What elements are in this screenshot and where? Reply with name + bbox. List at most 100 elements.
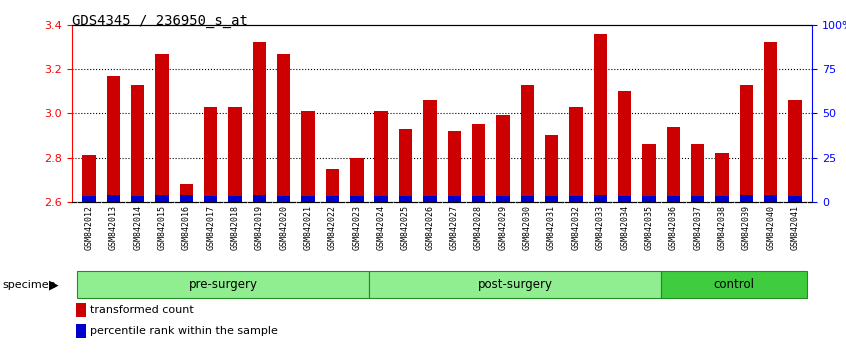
Text: GSM842037: GSM842037 — [693, 205, 702, 250]
Bar — [788, 100, 802, 202]
Bar — [472, 196, 486, 202]
Bar — [375, 196, 387, 202]
Text: ▶: ▶ — [49, 279, 58, 291]
Bar — [618, 196, 631, 202]
Bar — [520, 85, 534, 202]
Text: GSM842025: GSM842025 — [401, 205, 410, 250]
Bar — [253, 195, 266, 202]
Bar — [594, 195, 607, 202]
Bar — [179, 195, 193, 202]
Text: GSM842026: GSM842026 — [426, 205, 434, 250]
Text: percentile rank within the sample: percentile rank within the sample — [90, 326, 277, 336]
Bar — [423, 196, 437, 202]
Bar — [228, 107, 242, 202]
Text: GSM842038: GSM842038 — [717, 205, 727, 250]
Text: GSM842028: GSM842028 — [474, 205, 483, 250]
Bar — [497, 196, 509, 202]
Bar — [497, 115, 509, 202]
Bar — [156, 195, 168, 202]
Text: control: control — [714, 278, 755, 291]
Text: GSM842024: GSM842024 — [376, 205, 386, 250]
Bar — [739, 85, 753, 202]
Bar — [277, 196, 290, 202]
Text: specimen: specimen — [3, 280, 57, 290]
Text: GSM842013: GSM842013 — [109, 205, 118, 250]
Text: GSM842014: GSM842014 — [133, 205, 142, 250]
Text: transformed count: transformed count — [90, 305, 194, 315]
Bar — [131, 85, 145, 202]
Bar — [594, 34, 607, 202]
Text: GSM842033: GSM842033 — [596, 205, 605, 250]
Bar — [764, 42, 777, 202]
Bar — [667, 196, 680, 202]
Bar — [618, 91, 631, 202]
Bar — [545, 196, 558, 202]
Text: post-surgery: post-surgery — [478, 278, 552, 291]
Bar — [326, 169, 339, 202]
Text: GSM842020: GSM842020 — [279, 205, 288, 250]
Bar — [642, 196, 656, 202]
Bar — [739, 195, 753, 202]
Text: GDS4345 / 236950_s_at: GDS4345 / 236950_s_at — [72, 14, 248, 28]
Text: GSM842021: GSM842021 — [304, 205, 313, 250]
Bar — [301, 111, 315, 202]
Text: GSM842032: GSM842032 — [571, 205, 580, 250]
Bar — [350, 196, 364, 202]
Text: GSM842035: GSM842035 — [645, 205, 653, 250]
Bar — [398, 196, 412, 202]
Bar — [545, 136, 558, 202]
Bar — [82, 155, 96, 202]
Bar — [667, 127, 680, 202]
Bar — [326, 196, 339, 202]
Bar — [448, 131, 461, 202]
Bar — [520, 196, 534, 202]
Text: GSM842039: GSM842039 — [742, 205, 751, 250]
Text: GSM842036: GSM842036 — [669, 205, 678, 250]
Bar — [569, 107, 583, 202]
Bar — [423, 100, 437, 202]
Bar — [569, 196, 583, 202]
Bar — [277, 53, 290, 202]
Text: GSM842040: GSM842040 — [766, 205, 775, 250]
Text: pre-surgery: pre-surgery — [189, 278, 257, 291]
Bar — [662, 270, 807, 298]
Bar — [691, 144, 705, 202]
Bar — [472, 124, 486, 202]
Text: GSM842022: GSM842022 — [328, 205, 337, 250]
Text: GSM842018: GSM842018 — [231, 205, 239, 250]
Text: GSM842016: GSM842016 — [182, 205, 191, 250]
Bar — [77, 270, 369, 298]
Bar — [350, 158, 364, 202]
Bar — [156, 53, 168, 202]
Bar — [204, 196, 217, 202]
Text: GSM842023: GSM842023 — [352, 205, 361, 250]
Text: GSM842041: GSM842041 — [791, 205, 799, 250]
Text: GSM842015: GSM842015 — [157, 205, 167, 250]
Bar — [764, 195, 777, 202]
Bar — [448, 196, 461, 202]
Text: GSM842031: GSM842031 — [547, 205, 556, 250]
Text: GSM842029: GSM842029 — [498, 205, 508, 250]
Bar — [716, 196, 728, 202]
Bar — [228, 196, 242, 202]
Bar — [204, 107, 217, 202]
Bar — [788, 196, 802, 202]
Text: GSM842017: GSM842017 — [206, 205, 215, 250]
Text: GSM842012: GSM842012 — [85, 205, 93, 250]
Bar — [179, 184, 193, 202]
Text: GSM842030: GSM842030 — [523, 205, 532, 250]
Bar — [716, 153, 728, 202]
Text: GSM842019: GSM842019 — [255, 205, 264, 250]
Bar — [691, 196, 705, 202]
Bar — [253, 42, 266, 202]
Text: GSM842034: GSM842034 — [620, 205, 629, 250]
Bar — [642, 144, 656, 202]
Bar — [369, 270, 662, 298]
Text: GSM842027: GSM842027 — [450, 205, 459, 250]
Bar — [107, 195, 120, 202]
Bar — [131, 196, 145, 202]
Bar — [82, 196, 96, 202]
Bar — [107, 76, 120, 202]
Bar — [398, 129, 412, 202]
Bar — [375, 111, 387, 202]
